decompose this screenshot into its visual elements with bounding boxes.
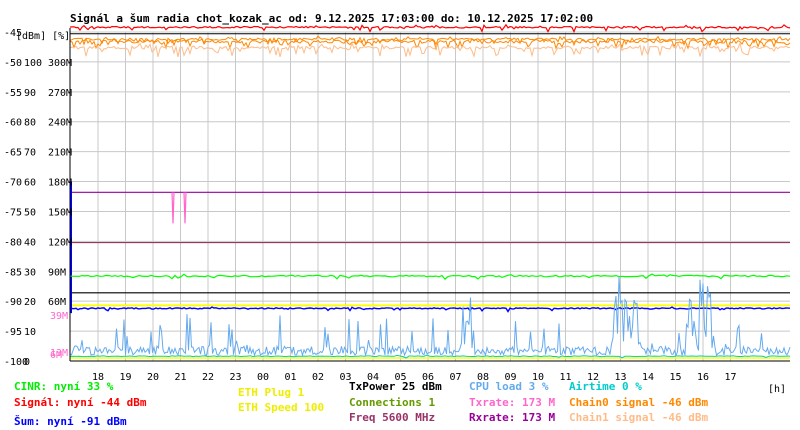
x-tick-label: 19 [119, 372, 131, 383]
legend-txpower: TxPower 25 dBm [349, 380, 442, 393]
legend-eth-speed: ETH Speed 100 [238, 401, 325, 414]
x-tick-label: 07 [449, 372, 461, 383]
y-tick-pct: 10 [24, 327, 36, 338]
legend-cpu: CPU load 3 % [469, 380, 549, 393]
legend-freq: Freq 5600 MHz [349, 411, 436, 424]
x-tick-label: 20 [147, 372, 159, 383]
x-unit-label: [h] [768, 384, 786, 395]
signal-series [69, 23, 791, 34]
y-tick-pct: 90 [24, 88, 36, 99]
cinr-series [69, 273, 791, 280]
y-tick-rate: 240M [48, 118, 72, 129]
x-tick-label: 12 [587, 372, 599, 383]
y-tick-rate-extra: 13M [50, 348, 68, 359]
x-tick-label: 15 [669, 372, 681, 383]
y-tick-rate: 270M [48, 88, 72, 99]
x-tick-label: 14 [642, 372, 654, 383]
x-tick-label: 05 [394, 372, 406, 383]
y-tick-rate: 120M [48, 237, 72, 248]
x-tick-label: 22 [202, 372, 214, 383]
x-tick-label: 01 [284, 372, 296, 383]
y-tick-pct: 30 [24, 267, 36, 278]
y-tick-dbm: -55 [4, 88, 22, 99]
y-tick-pct: 100 [24, 58, 42, 69]
x-tick-label: 23 [229, 372, 241, 383]
x-tick-label: 16 [697, 372, 709, 383]
y-tick-dbm: -85 [4, 267, 22, 278]
y-tick-rate-extra: 6M [50, 350, 62, 361]
y-tick-dbm: -50 [4, 58, 22, 69]
x-tick-label: 09 [504, 372, 516, 383]
y-tick-dbm: -95 [4, 327, 22, 338]
x-tick-label: 06 [422, 372, 434, 383]
y-tick-rate: 300M [48, 58, 72, 69]
y-tick-dbm: -80 [4, 237, 22, 248]
chart-series [69, 23, 791, 359]
x-tick-label: 03 [339, 372, 351, 383]
chart-grid [70, 31, 790, 362]
x-tick-label: 11 [559, 372, 571, 383]
y-tick-dbm: -70 [4, 178, 22, 189]
cpu-series [69, 276, 791, 358]
legend-chain1: Chain1 signal -46 dBm [569, 411, 709, 424]
y-tick-dbm: -60 [4, 118, 22, 129]
x-tick-label: 17 [724, 372, 736, 383]
legend-cinr: CINR: nyní 33 % [14, 380, 114, 393]
x-tick-label: 10 [532, 372, 544, 383]
chain0-series [69, 37, 791, 51]
legend-rxrate: Rxrate: 173 M [469, 411, 556, 424]
y-tick-pct: 40 [24, 237, 36, 248]
y-tick-dbm: -100 [4, 357, 28, 368]
chart-title: Signál a šum radia chot_kozak_ac od: 9.1… [70, 12, 593, 25]
y-tick-dbm: -65 [4, 148, 22, 159]
chart-axes: 18 19 20 21 22 23 00 01 02 03 04 05 06 07 08 09 10 11 12 13… [4, 28, 790, 383]
y-tick-pct: 70 [24, 148, 36, 159]
txrate-spike [171, 192, 175, 224]
y-tick-rate: 150M [48, 207, 72, 218]
chain0-series-2 [69, 35, 791, 47]
legend-signal: Signál: nyní -44 dBm [14, 396, 147, 409]
legend-chain0: Chain0 signal -46 dBm [569, 396, 709, 409]
legend-txrate: Txrate: 173 M [469, 396, 556, 409]
y-tick-pct: 80 [24, 118, 36, 129]
y-tick-dbm: -75 [4, 207, 22, 218]
x-tick-label: 00 [257, 372, 269, 383]
x-tick-label: 04 [367, 372, 379, 383]
legend-noise: Šum: nyní -91 dBm [14, 415, 127, 428]
legend-airtime: Airtime 0 % [569, 380, 642, 393]
y-unit-header: [dBm] [%] [16, 31, 70, 42]
y-tick-rate: 180M [48, 178, 72, 189]
legend-eth-plug: ETH Plug 1 [238, 386, 305, 399]
txrate-spike [183, 192, 187, 224]
y-tick-rate: 90M [48, 267, 66, 278]
y-tick-pct: 60 [24, 178, 36, 189]
y-tick-pct: 50 [24, 207, 36, 218]
y-tick-pct: 20 [24, 297, 36, 308]
legend-connections: Connections 1 [349, 396, 436, 409]
x-tick-label: 08 [477, 372, 489, 383]
x-tick-label: 13 [614, 372, 626, 383]
y-tick-dbm: -90 [4, 297, 22, 308]
noise-series [69, 306, 791, 313]
y-tick-rate-extra: 39M [50, 311, 68, 322]
y-tick-pct: 0 [24, 357, 30, 368]
y-tick-rate: 60M [48, 297, 66, 308]
y-tick-rate: 210M [48, 148, 72, 159]
x-tick-label: 21 [174, 372, 186, 383]
x-tick-label: 02 [312, 372, 324, 383]
plot-area [70, 32, 790, 361]
airtime-series [69, 354, 791, 359]
chain1-series [69, 41, 791, 58]
y-tick-dbm: -45 [4, 28, 22, 39]
x-tick-label: 18 [92, 372, 104, 383]
